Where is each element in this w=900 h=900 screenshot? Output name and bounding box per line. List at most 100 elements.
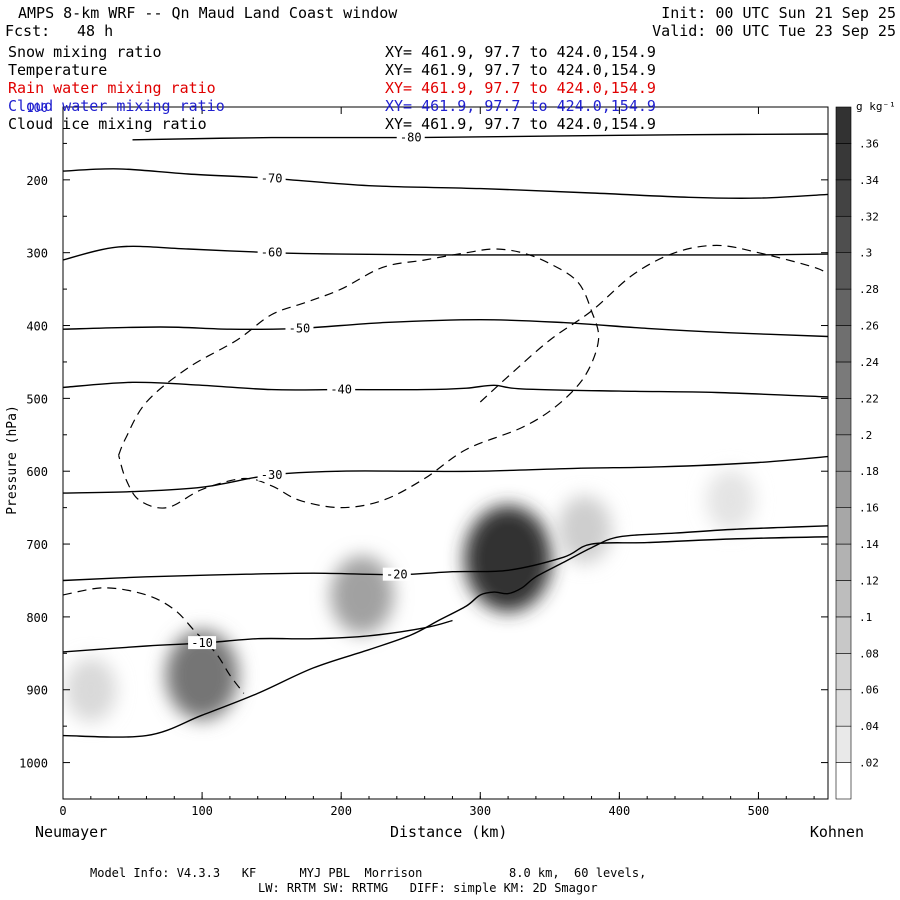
colorbar-label-2: .06 xyxy=(859,684,879,697)
legend-xy-cloud-ice: XY= 461.9, 97.7 to 424.0,154.9 xyxy=(385,115,656,133)
temperature-contour-5 xyxy=(63,455,828,494)
model-info-line1: Model Info: V4.3.3 KF MYJ PBL Morrison 8… xyxy=(90,866,647,880)
shading-blob-4 xyxy=(65,657,117,722)
colorbar: .02 .04 .06 .08 .1 .12 .14 .16 .18 .2 .22 .24 .26 .28… xyxy=(835,100,896,800)
contour-label-2: -60 xyxy=(261,246,283,260)
shading-blob-0 xyxy=(165,630,239,720)
colorbar-label-16: .34 xyxy=(859,174,879,187)
colorbar-swatch-12 xyxy=(835,325,852,363)
y-tick-label-8: 1000 xyxy=(19,757,48,771)
colorbar-label-3: .08 xyxy=(859,647,879,660)
colorbar-label-5: .12 xyxy=(859,574,879,587)
colorbar-label-8: .18 xyxy=(859,465,879,478)
contour-label-5: -30 xyxy=(261,468,283,482)
contour-label-bg-2 xyxy=(257,245,286,259)
forecast-hours: 48 h xyxy=(77,22,114,40)
legend-xy-cloud-water: XY= 461.9, 97.7 to 424.0,154.9 xyxy=(385,97,656,115)
colorbar-label-10: .22 xyxy=(859,392,879,405)
snow-contour-1 xyxy=(479,244,828,403)
colorbar-label-13: .28 xyxy=(859,283,879,296)
x-right-station: Kohnen xyxy=(809,823,864,841)
x-axis: 0 100 200 300 400 500 xyxy=(59,107,815,818)
y-tick-label-3: 500 xyxy=(26,392,48,406)
legend-name-cloud-ice: Cloud ice mixing ratio xyxy=(8,115,207,133)
colorbar-label-9: .2 xyxy=(859,429,872,442)
temperature-contour-1 xyxy=(63,168,828,199)
temperature-contour-7 xyxy=(63,619,453,653)
colorbar-label-15: .32 xyxy=(859,210,879,223)
colorbar-label-12: .26 xyxy=(859,320,879,333)
y-tick-label-4: 600 xyxy=(26,465,48,479)
colorbar-label-11: .24 xyxy=(859,356,879,369)
contour-label-bg-7 xyxy=(188,636,217,650)
init-time: Init: 00 UTC Sun 21 Sep 25 xyxy=(661,4,896,22)
temperature-contour-3 xyxy=(63,318,828,338)
contour-label-bg-3 xyxy=(285,321,314,335)
chart-title: AMPS 8-km WRF -- Qn Maud Land Coast wind… xyxy=(18,4,398,22)
contour-label-4: -40 xyxy=(330,383,352,397)
y-tick-label-7: 900 xyxy=(26,684,48,698)
contour-label-bg-6 xyxy=(382,567,411,581)
legend-name-temperature: Temperature xyxy=(8,61,108,79)
contour-label-7: -10 xyxy=(191,636,213,650)
shading-blob-1 xyxy=(330,555,394,635)
colorbar-swatch-11 xyxy=(835,361,852,399)
colorbar-swatch-7 xyxy=(835,507,852,545)
legend-xy-rain: XY= 461.9, 97.7 to 424.0,154.9 xyxy=(385,79,656,97)
colorbar-swatch-17 xyxy=(835,143,852,181)
y-tick-label-6: 800 xyxy=(26,611,48,625)
x-axis-label: Distance (km) xyxy=(390,823,508,841)
shading-blob-5 xyxy=(706,469,756,532)
colorbar-swatch-3 xyxy=(835,653,852,691)
legend-name-cloud-water: Cloud water mixing ratio xyxy=(8,97,225,115)
y-top-label: 100 xyxy=(26,101,48,115)
y-tick-label-5: 700 xyxy=(26,538,48,552)
legend-xy-snow: XY= 461.9, 97.7 to 424.0,154.9 xyxy=(385,43,656,61)
colorbar-label-0: .02 xyxy=(859,757,879,770)
shading-blob-3 xyxy=(557,495,612,564)
y-axis-label: Pressure (hPa) xyxy=(5,405,20,515)
colorbar-swatch-16 xyxy=(835,179,852,217)
temperature-contour-4 xyxy=(63,381,828,398)
colorbar-swatch-15 xyxy=(835,215,852,253)
terrain-line xyxy=(63,525,828,738)
contour-label-bg-1 xyxy=(257,171,286,185)
contour-label-1: -70 xyxy=(261,171,283,185)
plot-frame xyxy=(62,106,829,800)
colorbar-swatch-1 xyxy=(835,725,852,763)
shading-blob-2 xyxy=(464,505,552,612)
model-info-line2: LW: RRTM SW: RRTMG DIFF: simple KM: 2D S… xyxy=(258,881,598,895)
temperature-contour-2 xyxy=(63,245,828,261)
colorbar-swatch-13 xyxy=(835,288,852,326)
contour-label-3: -50 xyxy=(289,321,311,335)
temperature-contour-0 xyxy=(132,133,828,141)
colorbar-label-6: .14 xyxy=(859,538,879,551)
colorbar-swatch-5 xyxy=(835,580,852,618)
colorbar-label-17: .36 xyxy=(859,137,879,150)
contour-label-6: -20 xyxy=(386,568,408,582)
y-tick-label-1: 300 xyxy=(26,247,48,261)
colorbar-label-1: .04 xyxy=(859,720,879,733)
legend-name-rain: Rain water mixing ratio xyxy=(8,79,216,97)
x-tick-label-5: 500 xyxy=(748,804,770,818)
colorbar-swatch-6 xyxy=(835,543,852,581)
colorbar-swatch-10 xyxy=(835,398,852,436)
legend-xy-temperature: XY= 461.9, 97.7 to 424.0,154.9 xyxy=(385,61,656,79)
y-axis: 200 300 400 500 600 700 800 900 1000 100 xyxy=(19,101,828,800)
legend-name-snow: Snow mixing ratio xyxy=(8,43,162,61)
snow-contours xyxy=(63,244,828,694)
valid-time: Valid: 00 UTC Tue 23 Sep 25 xyxy=(652,22,896,40)
colorbar-swatch-9 xyxy=(835,434,852,472)
colorbar-swatch-14 xyxy=(835,252,852,290)
forecast-label: Fcst: xyxy=(5,22,51,40)
colorbar-label-14: .3 xyxy=(859,247,872,260)
colorbar-label-7: .16 xyxy=(859,502,879,515)
x-left-station: Neumayer xyxy=(35,823,108,841)
colorbar-swatch-2 xyxy=(835,689,852,727)
x-tick-label-2: 200 xyxy=(330,804,352,818)
colorbar-units: g kg⁻¹ xyxy=(856,100,896,113)
contour-label-bg-4 xyxy=(327,382,356,396)
contour-labels: -80 -70 -60 -50 -40 -30 -20 -10 xyxy=(188,130,425,650)
colorbar-swatch-0 xyxy=(835,762,852,800)
contour-label-0: -80 xyxy=(400,131,422,145)
